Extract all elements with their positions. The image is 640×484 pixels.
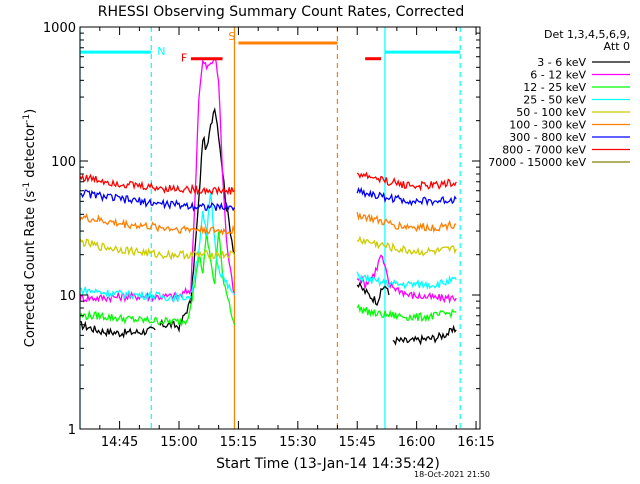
legend-label-25-50-kev: 25 - 50 keV <box>523 94 586 107</box>
x-tick-label-15-45: 15:45 <box>338 435 375 450</box>
annotation-label-f: F <box>181 52 187 65</box>
annotation-label-n: N <box>157 45 165 58</box>
legend-label-300-800-kev: 300 - 800 keV <box>509 131 586 144</box>
series-800-7000-kev-segment-2 <box>356 171 457 192</box>
series-300-800-kev-segment-2 <box>356 186 457 207</box>
series-100-300-kev-segment-2 <box>356 211 457 234</box>
legend-title-line2: Att 0 <box>604 40 630 53</box>
series-12-25-kev-segment-3 <box>356 303 457 323</box>
y-tick-label-10: 10 <box>59 289 76 304</box>
x-tick-label-16-15: 16:15 <box>457 435 494 450</box>
y-axis-label-sup2: -1 <box>22 114 32 123</box>
y-axis-label-end: ) <box>23 109 38 114</box>
y-tick-label-1000: 1000 <box>43 21 76 36</box>
series-300-800-kev-segment-1 <box>79 189 236 213</box>
series-3-6-kev-segment-4 <box>392 324 457 346</box>
legend-label-50-100-kev: 50 - 100 keV <box>516 106 586 119</box>
y-tick-label-1: 1 <box>68 423 76 438</box>
annotation-label-s: S <box>228 30 235 43</box>
y-tick-label-100: 100 <box>51 155 76 170</box>
legend-label-800-7000-kev: 800 - 7000 keV <box>502 144 586 157</box>
legend-label-6-12-kev: 6 - 12 keV <box>530 69 586 82</box>
y-axis-label: Corrected Count Rate (s-1 detector-1) <box>22 109 38 347</box>
series-25-50-kev-segment-1 <box>79 286 192 304</box>
x-tick-label-15-00: 15:00 <box>160 435 197 450</box>
series-100-300-kev-segment-1 <box>79 212 236 236</box>
footer-timestamp: 18-Oct-2021 21:50 <box>414 470 490 479</box>
chart-title: RHESSI Observing Summary Count Rates, Co… <box>98 4 464 20</box>
series-3-6-kev-segment-3 <box>356 281 390 307</box>
x-tick-label-14-45: 14:45 <box>101 435 138 450</box>
annotations: N F S <box>80 30 461 65</box>
y-axis-label-sup1: -1 <box>22 182 32 191</box>
x-axis-label: Start Time (13-Jan-14 14:35:42) <box>216 456 440 472</box>
legend-label-12-25-kev: 12 - 25 keV <box>523 81 586 94</box>
legend-title-line1: Det 1,3,4,5,6,9, <box>544 28 630 41</box>
series-50-100-kev-segment-1 <box>79 238 236 261</box>
series-12-25-kev-segment-1 <box>79 309 188 327</box>
legend-label-100-300-kev: 100 - 300 keV <box>509 119 586 132</box>
series-6-12-kev-segment-3 <box>356 254 457 305</box>
series-6-12-kev-segment-2 <box>190 57 236 296</box>
legend-label-7000-15000-kev: 7000 - 15000 keV <box>488 156 586 169</box>
x-tick-label-16-00: 16:00 <box>398 435 435 450</box>
series-800-7000-kev-segment-1 <box>79 173 235 196</box>
y-axis-label-mid: detector <box>23 122 38 182</box>
plot-frame <box>79 26 481 430</box>
series-50-100-kev-segment-2 <box>356 235 457 257</box>
series-lines <box>79 57 457 346</box>
legend-label-3-6-kev: 3 - 6 keV <box>537 56 586 69</box>
axes: 14:45 15:00 15:15 15:30 15:45 16:00 16:15 1 10 10… <box>43 21 495 450</box>
series-12-25-kev-segment-2 <box>186 231 236 325</box>
x-tick-label-15-30: 15:30 <box>279 435 316 450</box>
series-3-6-kev-segment-1 <box>79 320 156 339</box>
x-tick-label-15-15: 15:15 <box>220 435 257 450</box>
series-25-50-kev-segment-3 <box>356 271 457 291</box>
y-axis-label-main: Corrected Count Rate (s <box>23 191 38 348</box>
